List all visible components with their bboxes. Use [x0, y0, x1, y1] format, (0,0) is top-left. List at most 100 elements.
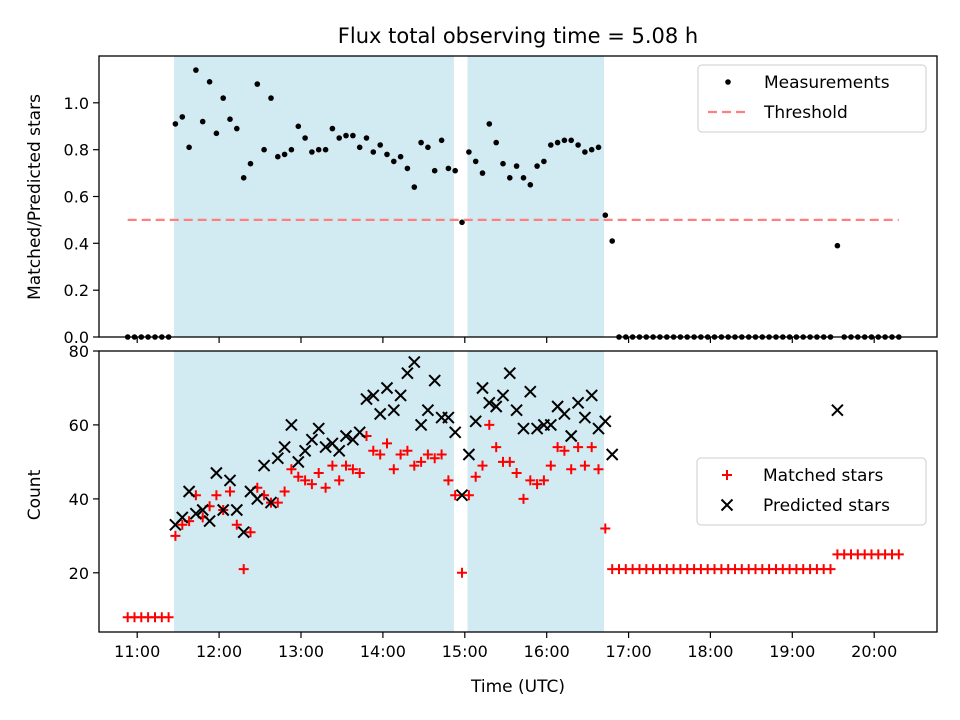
- data-point: [382, 438, 392, 449]
- data-point: [305, 433, 319, 446]
- data-point: [288, 146, 295, 153]
- y-tick-label: 60: [69, 416, 89, 435]
- data-point: [210, 466, 223, 480]
- data-point: [163, 612, 174, 623]
- data-point: [238, 564, 249, 575]
- axes-frame: [98, 350, 938, 633]
- data-point: [443, 475, 454, 486]
- data-point: [397, 153, 404, 160]
- legend-label: Predicted stars: [763, 496, 890, 516]
- data-point: [431, 167, 438, 174]
- data-point: [408, 355, 421, 369]
- data-point: [332, 444, 346, 458]
- data-point: [825, 564, 836, 575]
- data-point: [251, 492, 264, 506]
- data-point: [831, 403, 844, 417]
- legend-box: [696, 457, 927, 526]
- data-point: [179, 114, 186, 120]
- data-point: [281, 151, 288, 158]
- data-point: [477, 460, 488, 471]
- data-point: [206, 79, 213, 85]
- data-point: [532, 479, 543, 490]
- data-point: [356, 144, 363, 151]
- data-point: [327, 460, 338, 471]
- data-point: [320, 482, 331, 493]
- y-tick-label: 80: [69, 342, 89, 361]
- data-point: [609, 238, 615, 244]
- data-point: [558, 407, 571, 421]
- data-point: [525, 475, 536, 486]
- data-point: [455, 488, 469, 502]
- data-point: [334, 475, 345, 486]
- data-point: [230, 503, 244, 517]
- y-tick-label: 0.0: [64, 328, 89, 347]
- data-point: [354, 468, 365, 478]
- data-point: [401, 366, 414, 380]
- data-point: [566, 464, 577, 475]
- x-tick-label: 17:00: [606, 642, 652, 661]
- data-point: [176, 511, 189, 524]
- data-point: [189, 507, 203, 520]
- x-tick-label: 15:00: [442, 642, 488, 661]
- shaded-interval-1: [174, 351, 454, 632]
- data-point: [363, 135, 370, 141]
- data-point: [177, 519, 188, 530]
- data-point: [893, 549, 904, 560]
- data-point: [394, 389, 407, 402]
- data-point: [545, 460, 556, 471]
- data-point: [377, 142, 384, 148]
- data-point: [319, 440, 332, 454]
- data-point: [384, 151, 390, 158]
- data-point: [380, 381, 394, 395]
- data-point: [227, 116, 233, 122]
- data-point: [292, 455, 305, 469]
- data-point: [476, 381, 489, 395]
- data-point: [452, 167, 459, 174]
- data-point: [599, 415, 612, 428]
- data-point: [418, 139, 424, 146]
- data-point: [503, 366, 517, 380]
- chart-title: Flux total observing time = 5.08 h: [338, 24, 698, 48]
- x-tick-label: 18:00: [687, 642, 733, 661]
- y-tick-label: 1.0: [64, 94, 89, 113]
- x-tick-label: 20:00: [851, 642, 897, 661]
- data-point: [223, 474, 237, 487]
- legend-label: Threshold: [763, 103, 848, 123]
- data-point: [507, 175, 513, 181]
- data-point: [561, 137, 568, 144]
- data-point: [268, 95, 274, 101]
- data-point: [237, 525, 250, 539]
- data-point: [588, 146, 595, 153]
- data-point: [510, 403, 523, 417]
- data-point: [470, 471, 481, 482]
- data-point: [302, 135, 308, 141]
- data-point: [459, 219, 465, 226]
- data-point: [520, 175, 527, 181]
- data-point: [341, 460, 351, 471]
- data-point: [530, 422, 544, 435]
- data-point: [436, 449, 447, 460]
- data-point: [518, 493, 529, 504]
- data-point: [387, 403, 401, 417]
- shaded-interval-1: [174, 56, 454, 337]
- series-2: [169, 355, 844, 539]
- data-point: [541, 158, 547, 165]
- data-point: [571, 396, 585, 410]
- data-point: [552, 442, 563, 453]
- legend-marker: [722, 470, 732, 480]
- data-point: [295, 123, 302, 130]
- data-point: [261, 146, 267, 153]
- data-point: [564, 429, 578, 443]
- data-point: [375, 449, 386, 460]
- x-tick-label: 16:00: [524, 642, 570, 661]
- data-point: [466, 149, 472, 155]
- top-y-axis-label: Matched/Predicted stars: [25, 94, 45, 300]
- data-point: [395, 449, 406, 460]
- data-point: [548, 142, 554, 148]
- data-point: [272, 497, 283, 508]
- data-point: [245, 527, 256, 538]
- data-point: [285, 418, 298, 432]
- data-point: [368, 445, 379, 456]
- shaded-interval-2: [467, 351, 604, 632]
